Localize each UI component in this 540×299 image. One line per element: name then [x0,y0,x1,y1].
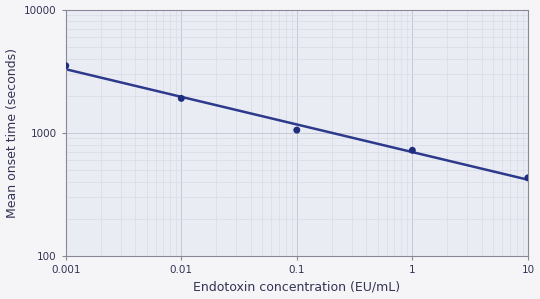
X-axis label: Endotoxin concentration (EU/mL): Endotoxin concentration (EU/mL) [193,280,400,293]
Point [62,63,70,68]
Point [524,176,532,180]
Point [408,148,417,153]
Point [293,128,301,132]
Y-axis label: Mean onset time (seconds): Mean onset time (seconds) [5,48,18,218]
Point [177,96,186,101]
